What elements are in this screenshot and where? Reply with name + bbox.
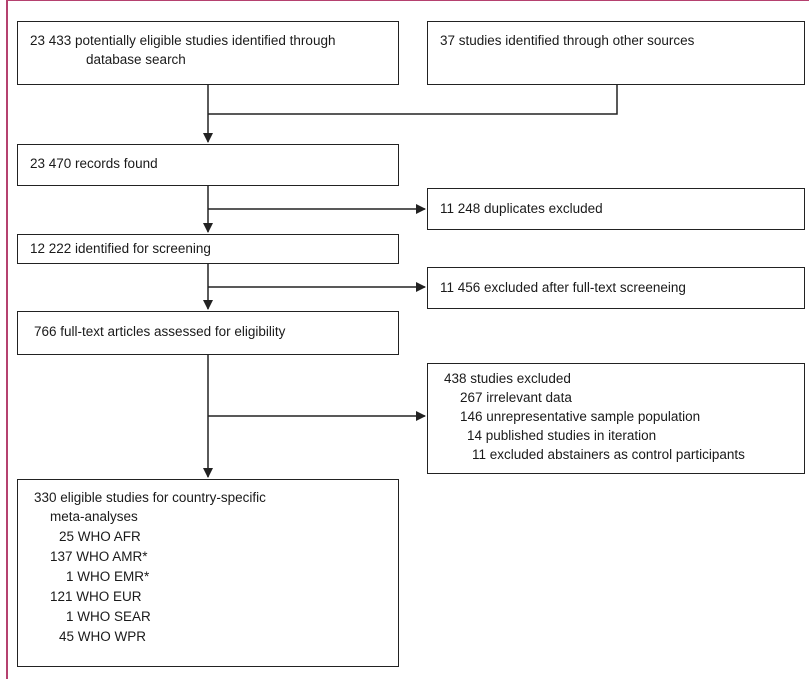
box-eligible-studies: 330 eligible studies for country-specifi… <box>17 479 399 667</box>
box-line: 146 unrepresentative sample population <box>460 409 701 424</box>
box-line: 11 248 duplicates excluded <box>440 201 603 216</box>
box-line: 438 studies excluded <box>444 371 571 386</box>
box-line: 37 studies identified through other sour… <box>440 33 695 48</box>
box-line: 121 WHO EUR <box>50 589 142 604</box>
box-line: 11 excluded abstainers as control partic… <box>472 447 745 462</box>
box-identified-screening: 12 222 identified for screening <box>17 234 399 264</box>
box-line: 25 WHO AFR <box>59 529 141 544</box>
box-line: 23 433 potentially eligible studies iden… <box>30 33 336 48</box>
box-line: 330 eligible studies for country-specifi… <box>34 490 266 505</box>
connector-b2-merge <box>208 85 618 115</box>
box-excluded-fulltext: 11 456 excluded after full-text screenei… <box>427 267 805 309</box>
box-line: 14 published studies in iteration <box>467 428 657 443</box>
box-duplicates-excluded: 11 248 duplicates excluded <box>427 188 805 230</box>
box-line: 1 WHO SEAR <box>66 609 151 624</box>
box-fulltext-assessed: 766 full-text articles assessed for elig… <box>17 311 399 355</box>
box-line: 267 irrelevant data <box>460 390 572 405</box>
box-records-found: 23 470 records found <box>17 144 399 186</box>
box-line: 137 WHO AMR* <box>50 549 148 564</box>
box-other-sources: 37 studies identified through other sour… <box>427 21 805 85</box>
box-studies-excluded: 438 studies excluded 267 irrelevant data… <box>427 363 805 474</box>
box-database-search: 23 433 potentially eligible studies iden… <box>17 21 399 85</box>
box-line: meta-analyses <box>50 509 138 524</box>
figure-frame <box>6 0 809 679</box>
box-line: 1 WHO EMR* <box>66 569 150 584</box>
box-line: 12 222 identified for screening <box>30 241 211 256</box>
box-line: 23 470 records found <box>30 156 158 171</box>
box-line: 45 WHO WPR <box>59 629 147 644</box>
box-line: 766 full-text articles assessed for elig… <box>34 324 286 339</box>
box-line: 11 456 excluded after full-text screenei… <box>440 280 686 295</box>
box-line: database search <box>86 52 186 67</box>
